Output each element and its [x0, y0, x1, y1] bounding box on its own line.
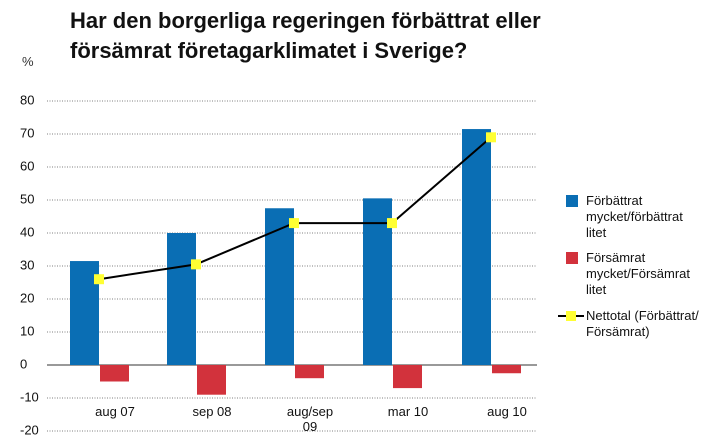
x-tick-label: aug/sep 09	[286, 404, 334, 434]
bar	[462, 129, 491, 365]
legend-label: Försämrat mycket/För­sämrat litet	[586, 250, 691, 297]
legend-marker	[566, 311, 576, 321]
y-tick-label: 0	[20, 356, 27, 371]
y-tick-label: 40	[20, 224, 34, 239]
y-tick-label: 20	[20, 290, 34, 305]
bar	[393, 365, 422, 389]
y-tick-label: -20	[20, 422, 39, 437]
y-tick-label: 50	[20, 191, 34, 206]
legend-label: Förbättrat mycket/förbätt­rat litet	[586, 193, 683, 240]
y-tick-label: -10	[20, 389, 39, 404]
x-tick-label: aug 07	[95, 404, 135, 419]
y-axis-label: %	[22, 54, 34, 69]
y-tick-label: 60	[20, 158, 34, 173]
bar	[197, 365, 226, 395]
net-marker	[387, 218, 397, 229]
chart-title: Har den borgerliga regeringen förbättrat…	[70, 8, 541, 63]
net-line	[98, 136, 492, 281]
x-tick-label: sep 08	[192, 404, 232, 419]
legend-swatch	[566, 195, 578, 207]
bar	[167, 233, 196, 365]
net-marker	[289, 218, 299, 229]
legend-label: Nettotal (Förbättrat/ Försämrat)	[586, 308, 699, 339]
net-marker	[486, 132, 496, 143]
x-tick-label: aug 10	[487, 404, 527, 419]
net-marker	[94, 274, 104, 285]
legend-swatch	[566, 252, 578, 264]
y-tick-label: 70	[20, 125, 34, 140]
bar	[492, 365, 521, 374]
y-tick-label: 80	[20, 92, 34, 107]
y-tick-label: 30	[20, 257, 34, 272]
y-tick-label: 10	[20, 323, 34, 338]
bar	[295, 365, 324, 379]
x-tick-label: mar 10	[387, 404, 429, 419]
bar	[265, 208, 294, 365]
bar	[100, 365, 129, 382]
net-marker	[191, 259, 201, 270]
